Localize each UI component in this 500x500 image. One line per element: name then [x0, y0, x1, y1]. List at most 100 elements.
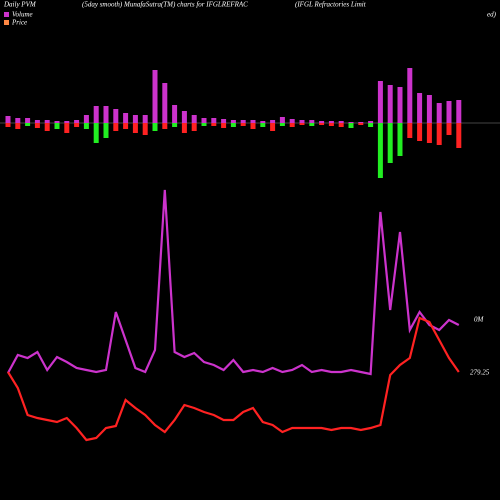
- price-bar: [387, 123, 393, 163]
- price-bar: [25, 123, 31, 126]
- volume-bar: [54, 121, 60, 123]
- price-bar: [446, 123, 452, 135]
- volume-bar: [74, 120, 80, 123]
- volume-bar: [270, 120, 276, 123]
- price-bar: [358, 123, 364, 125]
- volume-bar: [201, 118, 207, 123]
- volume-bar: [260, 121, 266, 123]
- volume-bar: [221, 119, 227, 123]
- volume-bar: [113, 109, 119, 123]
- price-bar: [377, 123, 383, 178]
- price-bar: [5, 123, 11, 127]
- volume-bar: [436, 103, 442, 123]
- price-bar: [64, 123, 70, 133]
- volume-bar: [309, 120, 315, 123]
- volume-bar: [417, 93, 423, 123]
- volume-bar: [25, 118, 31, 123]
- price-bar: [54, 123, 60, 129]
- price-bar: [456, 123, 462, 148]
- volume-bar: [83, 115, 89, 123]
- volume-bar: [328, 121, 334, 123]
- price-bar: [93, 123, 99, 143]
- volume-bar: [64, 121, 70, 123]
- volume-bar: [446, 101, 452, 123]
- volume-bar: [426, 95, 432, 123]
- volume-bar: [279, 117, 285, 123]
- price-bar: [83, 123, 89, 129]
- volume-bar: [211, 118, 217, 123]
- volume-bar: [240, 120, 246, 123]
- volume-bar: [338, 121, 344, 123]
- volume-bar: [230, 120, 236, 123]
- volume-bar: [15, 118, 21, 123]
- volume-bar: [407, 68, 413, 123]
- volume-bar: [299, 120, 305, 123]
- volume-bar: [93, 106, 99, 123]
- price-bar: [113, 123, 119, 131]
- price-bar: [181, 123, 187, 133]
- price-bar: [289, 123, 295, 127]
- price-bar: [299, 123, 305, 125]
- volume-bar: [103, 106, 109, 123]
- price-bar: [230, 123, 236, 127]
- price-bar: [319, 123, 325, 125]
- price-bar: [15, 123, 21, 129]
- price-bar: [221, 123, 227, 128]
- volume-bar: [123, 113, 129, 123]
- volume-bar: [181, 111, 187, 123]
- volume-bar: [348, 122, 354, 123]
- price-bar: [172, 123, 178, 127]
- volume-bar: [34, 120, 40, 123]
- volume-label: 0M: [474, 316, 485, 324]
- price-bar: [270, 123, 276, 131]
- price-bar: [34, 123, 40, 128]
- volume-bar: [5, 116, 11, 123]
- volume-bar: [289, 119, 295, 123]
- price-bar: [426, 123, 432, 143]
- price-bar: [201, 123, 207, 126]
- volume-bar: [152, 70, 158, 123]
- volume-bar: [191, 115, 197, 123]
- chart-subtitle: (5day smooth) MunafaSutra(TM) charts for…: [82, 1, 248, 9]
- price-bar: [250, 123, 256, 129]
- price-bar: [348, 123, 354, 128]
- company-name: (IFGL Refractories Limit: [295, 1, 367, 9]
- price-bar: [191, 123, 197, 131]
- price-bar: [74, 123, 80, 127]
- volume-bar: [368, 121, 374, 123]
- volume-bar: [387, 85, 393, 123]
- price-bar: [162, 123, 168, 129]
- series-line: [7, 189, 460, 376]
- price-bar: [417, 123, 423, 141]
- volume-bar: [142, 115, 148, 123]
- volume-bar: [319, 121, 325, 123]
- series-line: [7, 316, 460, 442]
- chart-title: Daily PVM: [3, 1, 37, 9]
- volume-bar: [44, 120, 50, 123]
- volume-bar: [162, 83, 168, 123]
- price-bar: [152, 123, 158, 131]
- price-bar: [328, 123, 334, 126]
- price-bar: [44, 123, 50, 131]
- volume-bar: [397, 87, 403, 123]
- price-bar: [123, 123, 129, 129]
- legend-swatch: [4, 20, 9, 25]
- price-bar: [279, 123, 285, 126]
- legend-label: Price: [11, 19, 27, 27]
- price-bar: [338, 123, 344, 127]
- volume-bar: [456, 100, 462, 123]
- price-bar: [211, 123, 217, 126]
- price-bar: [132, 123, 138, 133]
- legend-swatch: [4, 12, 9, 17]
- price-label: 279.25: [470, 369, 490, 377]
- price-bar: [397, 123, 403, 156]
- volume-bar: [172, 105, 178, 123]
- volume-bar: [358, 122, 364, 123]
- volume-bar: [250, 120, 256, 123]
- price-bar: [142, 123, 148, 135]
- price-bar: [407, 123, 413, 138]
- legend-label: Volume: [12, 11, 33, 19]
- price-bar: [260, 123, 266, 127]
- volume-bar: [132, 115, 138, 123]
